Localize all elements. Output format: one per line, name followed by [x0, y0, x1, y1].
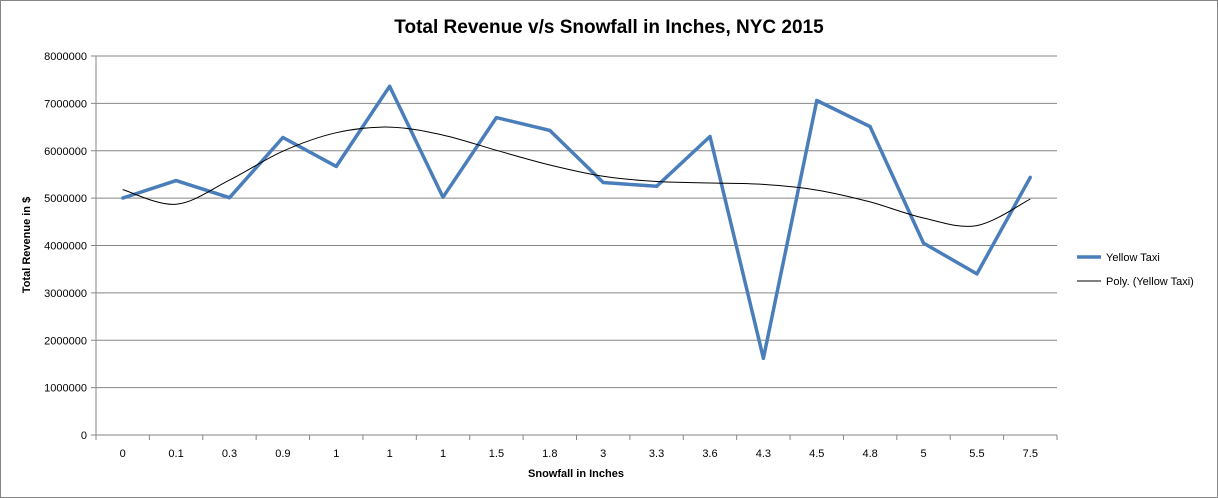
x-tick-label: 1: [387, 448, 393, 460]
y-axis-ticks: 0 1000000 2000000 3000000 4000000 5000000 6000…: [44, 51, 96, 442]
y-tick-label: 3000000: [44, 288, 87, 300]
data-point: [334, 164, 338, 168]
data-point: [708, 134, 712, 139]
y-tick-label: 8000000: [44, 51, 87, 63]
y-tick-label: 6000000: [44, 146, 87, 158]
data-point: [654, 184, 659, 188]
x-tick-label: 7.5: [1023, 448, 1038, 460]
legend-label-trendline: Poly. (Yellow Taxi): [1106, 276, 1194, 288]
y-tick-label: 4000000: [44, 241, 87, 253]
data-point: [494, 115, 499, 120]
y-tick-label: 1000000: [44, 383, 87, 395]
data-point: [227, 196, 232, 200]
x-tick-label: 4.8: [862, 448, 877, 460]
data-point: [921, 241, 926, 245]
trendline-poly: [122, 126, 1031, 227]
x-tick-label: 0: [120, 448, 126, 460]
data-point: [975, 272, 979, 276]
x-tick-label: 1: [440, 448, 446, 460]
chart-title: Total Revenue v/s Snowfall in Inches, NY…: [394, 17, 824, 38]
x-tick-label: 3: [600, 448, 606, 460]
x-axis-ticks: 0 0.1 0.3 0.9 1 1 1 1.5 1.8 3 3.3 3.6 4.3 4.5 4.8 5 5.5 7…: [95, 435, 1058, 460]
y-tick-label: 5000000: [44, 193, 87, 205]
data-point: [815, 98, 819, 103]
x-tick-label: 0.9: [275, 448, 290, 460]
data-point: [601, 180, 605, 185]
series-line-yellow-taxi: [122, 84, 1032, 361]
data-point: [441, 195, 445, 199]
data-point: [1028, 175, 1032, 179]
gridlines: [96, 55, 1057, 389]
x-tick-label: 0.3: [222, 448, 237, 460]
data-point: [281, 135, 285, 140]
y-tick-label: 7000000: [44, 98, 87, 110]
data-point: [174, 178, 178, 183]
plot-series: [121, 84, 1032, 361]
x-tick-label: 3.3: [649, 448, 664, 460]
x-tick-label: 1.8: [542, 448, 557, 460]
legend: Yellow Taxi Poly. (Yellow Taxi): [1077, 252, 1194, 288]
legend-label-yellow-taxi: Yellow Taxi: [1106, 252, 1160, 264]
y-axis-title: Total Revenue in $: [21, 197, 33, 293]
data-point: [761, 356, 765, 360]
data-point: [548, 128, 552, 132]
x-tick-label: 1: [333, 448, 339, 460]
y-tick-label: 0: [81, 430, 87, 442]
x-tick-label: 5: [920, 448, 926, 460]
data-point: [868, 124, 872, 129]
x-tick-label: 1.5: [489, 448, 504, 460]
x-tick-label: 4.3: [756, 448, 771, 460]
data-point: [388, 84, 392, 88]
x-tick-label: 4.5: [809, 448, 824, 460]
data-point: [121, 196, 125, 200]
y-tick-label: 2000000: [44, 335, 87, 347]
x-tick-label: 3.6: [702, 448, 717, 460]
x-tick-label: 0.1: [168, 448, 183, 460]
x-tick-label: 5.5: [969, 448, 984, 460]
x-axis-title: Snowfall in Inches: [528, 468, 624, 480]
